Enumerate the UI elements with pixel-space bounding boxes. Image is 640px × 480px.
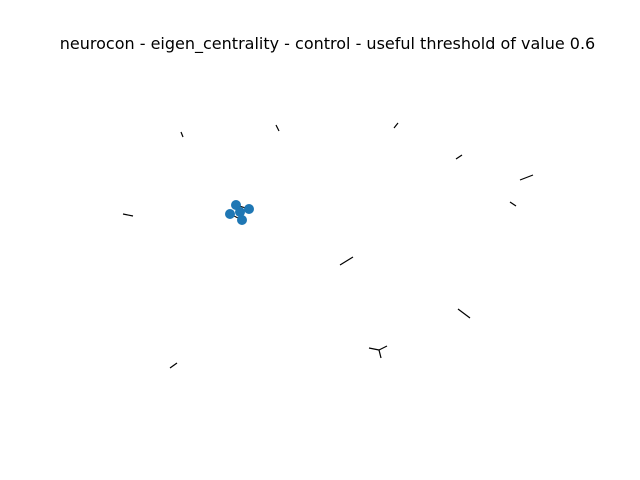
edge [180,131,184,138]
edge-group [122,122,534,369]
edge [457,308,471,319]
figure-title: neurocon - eigen_centrality - control - … [59,34,596,53]
edge [275,124,280,132]
edge [169,362,178,369]
node-cluster [225,200,254,225]
edge [368,347,380,351]
edge [519,174,534,181]
edge [378,349,382,359]
edge [378,345,388,351]
edge [455,154,463,160]
node [225,209,235,219]
edge [393,122,399,129]
edge [122,213,134,217]
edge [339,256,354,266]
node [237,215,247,225]
edge [509,201,517,207]
node [244,204,254,214]
